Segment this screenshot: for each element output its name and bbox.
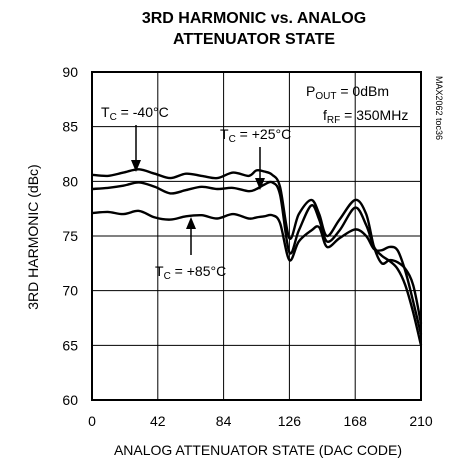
y-tick-label: 90 [62,64,78,80]
chart-title-line2: ATTENUATOR STATE [173,31,335,48]
label-85-main: T [155,263,164,279]
plot-frame [91,71,422,401]
arrow-plus25 [255,147,265,190]
frf-sub: RF [327,115,340,126]
pout-rest: = 0dBm [336,83,389,99]
y-tick-label: 75 [62,228,78,244]
series-label-minus40: TC = -40°C [101,104,169,123]
series-label-plus85: TC = +85°C [155,263,226,282]
pout-main: P [306,83,315,99]
arrow-minus40 [131,125,141,172]
label-40-rest: = -40°C [117,104,169,120]
y-tick-label: 60 [62,392,78,408]
x-tick-label: 42 [150,413,166,429]
series-lines [91,168,423,346]
label-85-sub: C [164,271,171,282]
pout-condition: POUT = 0dBm [306,83,389,102]
series-line-minus40 [91,168,423,324]
x-tick-label: 168 [344,413,368,429]
y-tick-labels: 60 65 70 75 80 85 90 [62,64,78,408]
label-25-main: T [220,126,229,142]
pout-sub: OUT [315,91,336,102]
x-axis-label: ANALOG ATTENUATOR STATE (DAC CODE) [114,442,402,458]
series-line-plus25 [91,180,423,346]
chart-title-line1: 3RD HARMONIC vs. ANALOG [142,10,366,27]
y-tick-label: 85 [62,119,78,135]
x-tick-label: 210 [409,413,433,429]
x-tick-label: 126 [278,413,302,429]
label-40-main: T [101,104,110,120]
y-tick-label: 70 [62,283,78,299]
y-tick-label: 80 [62,173,78,189]
label-40-sub: C [110,112,117,123]
x-tick-label: 0 [88,413,96,429]
y-tick-label: 65 [62,337,78,353]
y-axis-label: 3RD HARMONIC (dBc) [25,164,41,309]
frf-rest: = 350MHz [340,107,408,123]
frf-main: f [323,107,327,123]
label-25-rest: = +25°C [236,126,291,142]
label-25-sub: C [229,134,236,145]
frf-condition: fRF = 350MHz [323,107,408,126]
series-line-plus85 [91,209,423,335]
side-note: MAX2062 toc36 [434,76,444,140]
x-tick-label: 84 [216,413,232,429]
x-tick-labels: 0 42 84 126 168 210 [88,413,433,429]
label-85-rest: = +85°C [171,263,226,279]
arrow-plus85 [186,217,196,255]
series-label-plus25: TC = +25°C [220,126,291,145]
